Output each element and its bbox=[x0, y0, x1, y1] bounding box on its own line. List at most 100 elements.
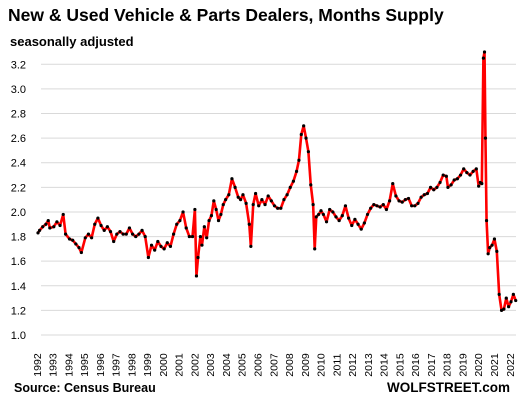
data-point bbox=[492, 237, 497, 241]
data-point bbox=[481, 56, 486, 60]
series-line bbox=[36, 50, 518, 312]
data-point bbox=[112, 239, 116, 244]
data-point bbox=[224, 198, 228, 202]
data-point bbox=[96, 216, 100, 220]
data-point bbox=[209, 214, 214, 218]
data-point bbox=[202, 225, 206, 229]
data-point bbox=[276, 206, 280, 210]
data-point bbox=[146, 255, 150, 260]
data-point bbox=[99, 223, 103, 228]
data-point bbox=[61, 212, 65, 217]
x-tick-label: 2013 bbox=[363, 353, 375, 377]
data-point bbox=[384, 207, 389, 212]
data-point bbox=[488, 246, 492, 250]
data-point bbox=[340, 214, 344, 218]
x-tick-label: 1992 bbox=[32, 353, 44, 377]
data-point bbox=[413, 204, 417, 208]
data-point bbox=[44, 222, 48, 226]
data-point bbox=[282, 198, 286, 202]
data-point bbox=[509, 300, 513, 304]
data-point bbox=[149, 243, 154, 247]
data-point bbox=[391, 182, 395, 186]
x-tick-label: 2006 bbox=[253, 353, 265, 377]
data-point bbox=[115, 232, 119, 236]
data-point bbox=[302, 124, 306, 128]
data-point bbox=[207, 218, 211, 223]
data-point bbox=[253, 191, 258, 196]
x-tick-label: 2000 bbox=[158, 353, 170, 377]
x-axis: 1992 1993 1994 1995 1996 1997 1998 1999 2000 2001… bbox=[32, 353, 517, 377]
data-point bbox=[452, 178, 456, 182]
gridlines bbox=[41, 63, 516, 336]
data-point bbox=[299, 132, 303, 137]
data-point bbox=[375, 204, 379, 208]
data-point bbox=[159, 244, 163, 249]
data-point bbox=[321, 212, 325, 217]
data-point bbox=[71, 238, 75, 242]
data-point bbox=[93, 222, 97, 226]
x-tick-label: 1995 bbox=[79, 353, 91, 377]
data-point bbox=[181, 210, 185, 214]
data-point bbox=[239, 198, 243, 202]
data-point bbox=[468, 173, 472, 177]
data-point bbox=[52, 225, 56, 229]
data-point bbox=[343, 204, 348, 208]
x-tick-label: 2019 bbox=[457, 353, 469, 377]
data-point bbox=[165, 241, 169, 245]
data-point bbox=[48, 226, 52, 230]
data-point bbox=[216, 218, 221, 223]
data-point bbox=[247, 222, 251, 226]
data-point bbox=[67, 237, 72, 241]
y-tick-label: 1.6 bbox=[11, 256, 26, 268]
data-point bbox=[74, 242, 78, 246]
data-point bbox=[236, 195, 240, 199]
data-point bbox=[214, 207, 218, 212]
data-point bbox=[121, 232, 125, 236]
x-tick-label: 2011 bbox=[331, 354, 343, 377]
data-point bbox=[394, 194, 398, 198]
data-point bbox=[257, 204, 261, 208]
data-point bbox=[313, 247, 317, 251]
data-point bbox=[474, 167, 478, 171]
x-tick-label: 2001 bbox=[174, 353, 186, 377]
data-point bbox=[184, 226, 188, 230]
data-point bbox=[350, 223, 354, 228]
data-point bbox=[294, 169, 299, 173]
data-point bbox=[285, 193, 289, 197]
x-tick-label: 2022 bbox=[505, 353, 517, 377]
data-point bbox=[397, 199, 401, 203]
data-point bbox=[251, 202, 255, 207]
data-point bbox=[241, 193, 245, 197]
x-tick-label: 2012 bbox=[347, 353, 359, 377]
data-point bbox=[369, 206, 373, 210]
data-point bbox=[83, 236, 87, 240]
y-tick-label: 2.4 bbox=[11, 158, 26, 170]
data-point bbox=[212, 199, 216, 203]
x-tick-label: 2014 bbox=[379, 353, 391, 377]
data-point bbox=[178, 218, 182, 223]
data-point bbox=[514, 298, 518, 303]
data-point bbox=[205, 236, 209, 240]
data-point bbox=[311, 202, 315, 207]
data-point bbox=[458, 173, 463, 177]
data-point bbox=[317, 212, 321, 217]
data-point bbox=[334, 215, 338, 219]
data-point bbox=[480, 182, 484, 186]
data-point bbox=[171, 232, 176, 236]
data-point bbox=[388, 199, 392, 203]
data-point bbox=[438, 180, 442, 185]
data-point bbox=[435, 185, 439, 189]
y-tick-label: 2.8 bbox=[11, 109, 26, 121]
data-point bbox=[416, 201, 420, 205]
data-point bbox=[425, 191, 430, 196]
data-point bbox=[428, 185, 433, 189]
data-point bbox=[486, 252, 490, 256]
data-point bbox=[127, 226, 132, 230]
x-tick-label: 2002 bbox=[189, 353, 201, 377]
y-tick-label: 3.2 bbox=[11, 59, 26, 71]
data-point bbox=[46, 218, 50, 223]
data-point bbox=[432, 188, 436, 192]
source-text: Source: Census Bureau bbox=[14, 381, 156, 395]
y-tick-label: 1.4 bbox=[11, 281, 26, 293]
data-point bbox=[362, 221, 366, 225]
